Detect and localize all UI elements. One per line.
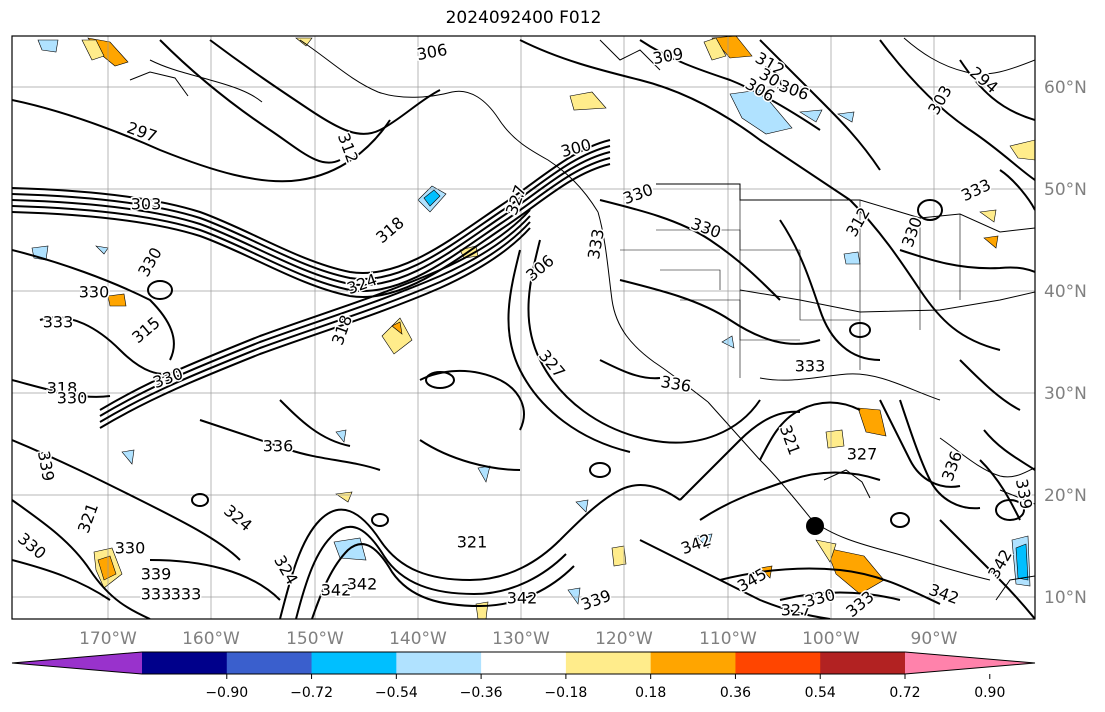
contour-label: 339 bbox=[141, 565, 172, 584]
lon-label: 150°W bbox=[286, 629, 344, 649]
map-title: 2024092400 F012 bbox=[445, 8, 602, 28]
colorbar-tick-label: 0.90 bbox=[974, 685, 1005, 701]
contour-label: 330 bbox=[79, 283, 110, 302]
lat-label: 20°N bbox=[1044, 486, 1087, 506]
shade-blob bbox=[575, 499, 589, 513]
shade-blob bbox=[423, 189, 441, 207]
colorbar-swatch bbox=[142, 652, 228, 674]
colorbar-extend-min bbox=[12, 652, 142, 674]
shade-blob bbox=[97, 555, 117, 581]
colorbar-tick-label: −0.36 bbox=[460, 685, 503, 701]
shade-blob bbox=[335, 429, 347, 443]
shade-blob bbox=[1009, 139, 1035, 161]
location-dot bbox=[806, 517, 824, 535]
map-panel bbox=[12, 36, 1035, 619]
lon-label: 160°W bbox=[182, 629, 240, 649]
colorbar bbox=[11, 651, 1036, 675]
lon-label: 100°W bbox=[802, 629, 860, 649]
shade-blob bbox=[611, 545, 627, 567]
shade-blob bbox=[857, 407, 887, 437]
shade-blob bbox=[37, 39, 59, 53]
lon-label: 110°W bbox=[699, 629, 757, 649]
shade-blob bbox=[475, 601, 489, 619]
shade-blob bbox=[843, 251, 861, 265]
contour-label: 333 bbox=[43, 313, 74, 332]
lat-label: 30°N bbox=[1044, 384, 1087, 404]
contour-label: 330 bbox=[57, 389, 88, 408]
lat-label: 40°N bbox=[1044, 282, 1087, 302]
contour-label: 342 bbox=[507, 589, 538, 608]
shade-blob bbox=[107, 293, 127, 307]
latitude-labels: 60°N 50°N 40°N 30°N 20°N 10°N bbox=[1044, 78, 1087, 608]
contours bbox=[12, 39, 1035, 619]
shade-blob bbox=[979, 209, 997, 223]
colorbar-tick-label: −0.72 bbox=[290, 685, 333, 701]
map-border bbox=[11, 35, 1036, 620]
lon-label: 120°W bbox=[595, 629, 653, 649]
contour-label: 333 bbox=[141, 585, 172, 604]
colorbar-swatch bbox=[820, 652, 906, 674]
state-borders bbox=[620, 200, 961, 378]
shade-blob bbox=[81, 39, 105, 61]
colorbar-swatch bbox=[650, 652, 736, 674]
colorbar-swatch bbox=[311, 652, 397, 674]
colorbar-tick-label: 0.18 bbox=[635, 685, 666, 701]
contour-label: 336 bbox=[263, 437, 294, 456]
lon-label: 170°W bbox=[79, 629, 137, 649]
shade-blob bbox=[799, 109, 823, 123]
shade-blob bbox=[381, 317, 413, 355]
shade-blob bbox=[1015, 543, 1029, 581]
contour-label: 333 bbox=[795, 357, 826, 376]
lon-label: 130°W bbox=[492, 629, 550, 649]
shade-blob bbox=[391, 321, 403, 335]
colorbar-swatch bbox=[481, 652, 567, 674]
lon-label: 90°W bbox=[911, 629, 958, 649]
shade-blob bbox=[825, 429, 845, 449]
colorbar-tick-label: 0.36 bbox=[720, 685, 751, 701]
colorbar-swatch bbox=[565, 652, 652, 674]
contour-label: 321 bbox=[457, 533, 488, 552]
contour-label: 330 bbox=[115, 539, 146, 558]
shade-blob bbox=[703, 37, 727, 61]
shade-blob bbox=[95, 245, 109, 255]
colorbar-tick-label: −0.90 bbox=[205, 685, 248, 701]
lat-label: 50°N bbox=[1044, 180, 1087, 200]
lat-label: 10°N bbox=[1044, 588, 1087, 608]
contour-label: 333 bbox=[171, 585, 202, 604]
lat-label: 60°N bbox=[1044, 78, 1087, 98]
colorbar-ticks: −0.90 −0.72 −0.54 −0.36 −0.18 0.18 0.36 0.54 0.7… bbox=[205, 674, 1005, 701]
colorbar-extend-max bbox=[905, 652, 1035, 674]
colorbar-tick-label: −0.18 bbox=[544, 685, 587, 701]
shade-blob bbox=[983, 235, 999, 249]
contour-label: 327 bbox=[781, 601, 812, 620]
colorbar-swatch bbox=[226, 652, 313, 674]
shade-blob bbox=[695, 533, 713, 549]
lon-label: 140°W bbox=[389, 629, 447, 649]
longitude-labels: 170°W 160°W 150°W 140°W 130°W 120°W 110°… bbox=[79, 629, 958, 649]
contour-label: 309 bbox=[651, 44, 684, 68]
colorbar-tick-label: 0.54 bbox=[805, 685, 836, 701]
colorbar-swatch bbox=[735, 652, 821, 674]
shade-blob bbox=[121, 449, 135, 465]
contour-label: 327 bbox=[847, 445, 878, 464]
colorbar-tick-label: −0.54 bbox=[375, 685, 418, 701]
shade-blob bbox=[569, 91, 607, 111]
contour-label: 342 bbox=[347, 575, 378, 594]
shade-blob bbox=[837, 111, 855, 123]
contour-label: 303 bbox=[131, 195, 162, 214]
colorbar-outline bbox=[11, 651, 1036, 675]
contour-label: 342 bbox=[321, 581, 352, 600]
colorbar-swatch bbox=[396, 652, 482, 674]
colorbar-tick-label: 0.72 bbox=[889, 685, 920, 701]
contour-label: 318 bbox=[47, 379, 78, 398]
shaded-regions bbox=[31, 36, 1035, 619]
